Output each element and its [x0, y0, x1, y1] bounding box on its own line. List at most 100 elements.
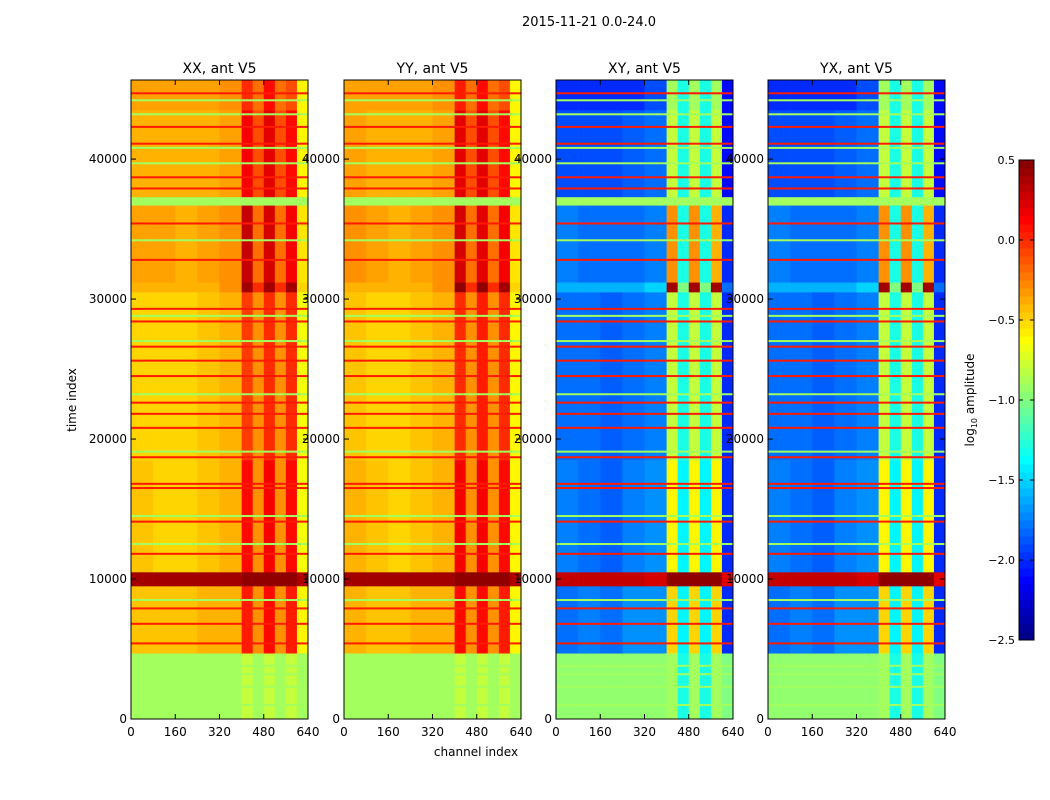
flagged-row-line [556, 673, 733, 676]
heatmap-cell [834, 196, 857, 206]
heatmap-cell [556, 110, 579, 198]
flagged-row-line [131, 222, 308, 225]
heatmap-cell [622, 586, 645, 654]
flagged-row-line [131, 664, 308, 667]
flagged-row-line [131, 401, 308, 404]
colorbar-swatch [1019, 176, 1034, 185]
flagged-row-line [768, 92, 945, 95]
heatmap-cell [856, 572, 879, 587]
heatmap-cell [344, 572, 367, 587]
flagged-row-line [556, 599, 733, 602]
heatmap-cell [274, 282, 287, 293]
heatmap-cell [252, 196, 265, 206]
x-axis-label: channel index [434, 745, 518, 759]
heatmap-cell [476, 572, 489, 587]
flagged-row-line [344, 401, 521, 404]
heatmap-cell [900, 80, 913, 111]
colorbar-swatch [1019, 280, 1034, 289]
heatmap-cell [498, 282, 511, 293]
heatmap-cell [856, 110, 879, 198]
flagged-row-line [344, 599, 521, 602]
flagged-row-line [556, 642, 733, 645]
heatmap-cell [153, 282, 176, 293]
heatmap-cell [677, 205, 690, 283]
heatmap-cell [768, 196, 791, 206]
heatmap-cell [790, 572, 813, 587]
heatmap-cell [487, 110, 500, 198]
heatmap-cell [366, 205, 389, 283]
flagged-row-line [768, 487, 945, 490]
y-tick-label: 40000 [726, 152, 764, 166]
heatmap-cell [768, 586, 791, 654]
heatmap-cell [410, 586, 433, 654]
heatmap-cell [922, 586, 935, 654]
colorbar-swatch [1019, 344, 1034, 353]
colorbar-swatch [1019, 576, 1034, 585]
flagged-row-line [344, 222, 521, 225]
heatmap-cell [285, 205, 298, 283]
flagged-row-line [556, 258, 733, 261]
colorbar-swatch [1019, 240, 1034, 249]
flagged-row-line [768, 258, 945, 261]
flagged-row-line [131, 359, 308, 362]
heatmap-cell [721, 196, 734, 206]
colorbar-swatch [1019, 440, 1034, 449]
colorbar: 0.5 0.0 −0.5 −1.0 −1.5 −2.0 −2.5 [988, 154, 1035, 647]
colorbar-swatch [1019, 560, 1034, 569]
flagged-row-line [131, 599, 308, 602]
x-tick-label: 0 [340, 725, 348, 739]
flagged-row-line [131, 92, 308, 95]
flagged-row-line [344, 320, 521, 323]
heatmap-cell [131, 80, 154, 111]
colorbar-swatch [1019, 168, 1034, 177]
flagged-row-line [344, 426, 521, 429]
colorbar-swatch [1019, 288, 1034, 297]
colorbar-swatch [1019, 480, 1034, 489]
heatmap-cell [285, 110, 298, 198]
heatmap-cell [465, 196, 478, 206]
flagged-row-line [131, 99, 308, 102]
flagged-row-line [131, 162, 308, 165]
flagged-row-line [768, 375, 945, 378]
heatmap-cell [454, 110, 466, 198]
x-tick-label: 320 [845, 725, 868, 739]
panel-xy: XY, ant V5 0 160 320 480 640 0 10000 20000 30000 4… [514, 61, 745, 739]
colorbar-swatch [1019, 432, 1034, 441]
heatmap-cell [219, 586, 242, 654]
flagged-row-line [556, 359, 733, 362]
heatmap-cell [790, 205, 813, 283]
heatmap-cell [498, 572, 511, 587]
heatmap-cell [622, 572, 645, 587]
heatmap-cell [498, 196, 511, 206]
heatmap-cell [878, 80, 890, 111]
heatmap-cell [878, 586, 890, 654]
heatmap-cell [922, 196, 935, 206]
flagged-row-line [131, 520, 308, 523]
flagged-row-line [344, 146, 521, 149]
flagged-row-line [556, 307, 733, 310]
heatmap-cell [911, 205, 924, 283]
colorbar-swatch [1019, 160, 1034, 169]
heatmap-cell [252, 586, 265, 654]
heatmap-cell [933, 196, 946, 206]
x-tick-label: 160 [801, 725, 824, 739]
colorbar-swatch [1019, 528, 1034, 537]
flagged-row-line [768, 314, 945, 317]
heatmap-cell [263, 572, 276, 587]
heatmap-cell [911, 282, 924, 293]
y-tick-label: 10000 [514, 572, 552, 586]
heatmap-cell [699, 196, 712, 206]
colorbar-swatch [1019, 248, 1034, 257]
heatmap-cell [410, 110, 433, 198]
flagged-row-line [344, 673, 521, 676]
flagged-row-line [556, 450, 733, 453]
heatmap-cell [878, 196, 890, 206]
y-tick-label: 0 [119, 712, 127, 726]
colorbar-swatch [1019, 416, 1034, 425]
flagged-row-line [344, 187, 521, 190]
flagged-row-line [556, 664, 733, 667]
heatmap-cell [666, 80, 678, 111]
heatmap-cell [296, 572, 309, 587]
heatmap-cell [241, 80, 253, 111]
